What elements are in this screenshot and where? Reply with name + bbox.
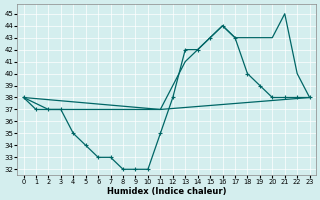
X-axis label: Humidex (Indice chaleur): Humidex (Indice chaleur) — [107, 187, 226, 196]
